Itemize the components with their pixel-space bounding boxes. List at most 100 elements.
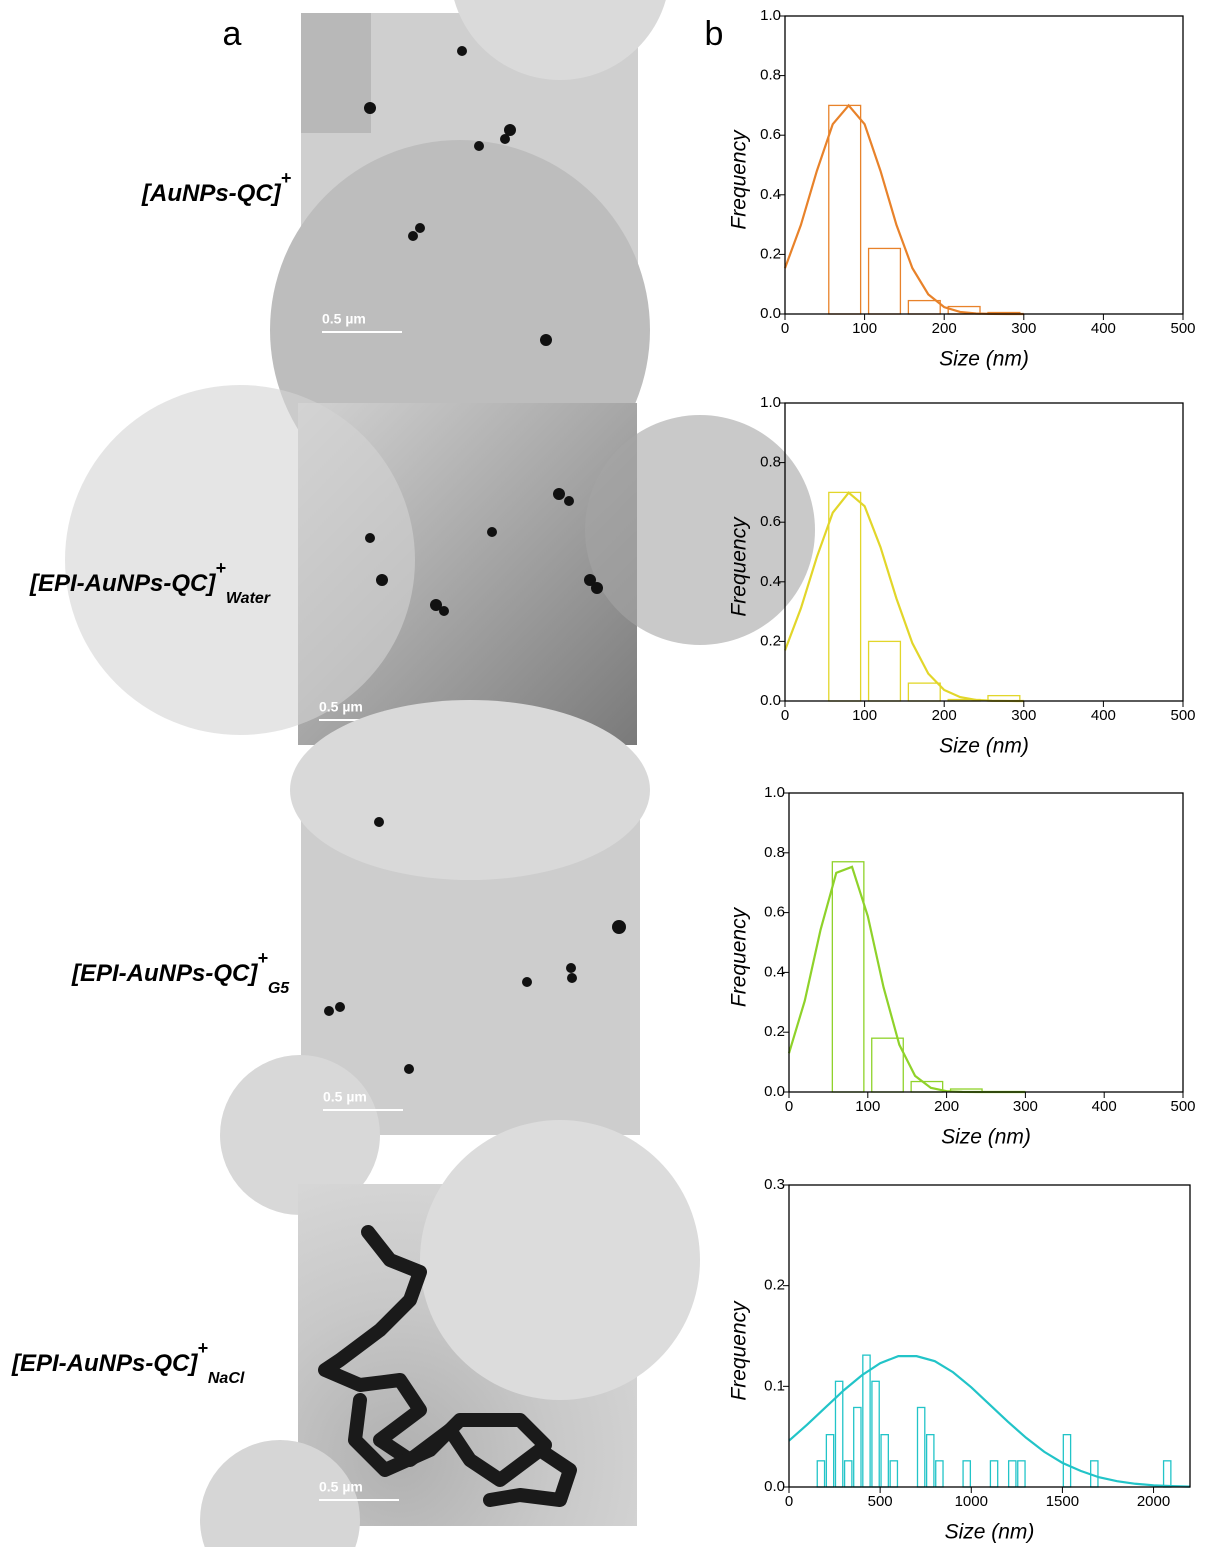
y-axis-title: Frequency — [728, 906, 751, 1007]
y-tick-label: 0.3 — [764, 1176, 785, 1193]
tem-image: 0.5 µm — [200, 1120, 700, 1547]
y-tick-label: 0.0 — [760, 692, 781, 709]
y-axis-title: Frequency — [728, 1300, 751, 1401]
y-tick-label: 0.2 — [764, 1277, 785, 1294]
y-tick-label: 1.0 — [760, 394, 781, 411]
x-tick-label: 2000 — [1137, 1493, 1170, 1510]
label: [EPI-AuNPs-QC] — [71, 960, 258, 987]
histogram-chart: 0 500 1000 1500 2000 0.0 0.1 0.2 0.3 Size (nm) Fre… — [728, 1176, 1191, 1544]
label: [EPI-AuNPs-QC] — [29, 570, 216, 597]
bar — [828, 104, 862, 315]
y-tick-label: 0.8 — [760, 67, 781, 84]
x-tick-label: 200 — [932, 707, 957, 724]
bar — [935, 1460, 944, 1488]
bar — [1007, 1460, 1017, 1488]
scale-bar: 0.5 µm — [323, 1089, 367, 1105]
y-tick-label: 0.0 — [760, 305, 781, 322]
x-tick-label: 300 — [1011, 707, 1036, 724]
x-tick-label: 300 — [1011, 320, 1036, 337]
plot-frame — [788, 792, 1184, 1093]
x-tick-label: 200 — [934, 1098, 959, 1115]
bar — [843, 1460, 853, 1488]
bar — [1162, 1460, 1172, 1488]
panel-label: b — [705, 15, 724, 53]
bar — [907, 682, 941, 702]
x-tick-label: 0 — [781, 707, 789, 724]
y-tick-label: 0.6 — [764, 904, 785, 921]
y-tick-label: 0.4 — [760, 573, 781, 590]
fit-curve — [783, 103, 1024, 316]
plot-frame — [788, 1184, 1191, 1488]
bar — [989, 1460, 999, 1488]
x-tick-label: 400 — [1091, 707, 1116, 724]
x-tick-label: 300 — [1013, 1098, 1038, 1115]
row-label: [EPI-AuNPs-QC]+Water — [29, 558, 271, 607]
bar — [1017, 1460, 1026, 1488]
y-tick-label: 0.0 — [764, 1083, 785, 1100]
y-tick-label: 1.0 — [764, 784, 785, 801]
bar — [867, 640, 902, 702]
x-tick-label: 500 — [1170, 320, 1195, 337]
superscript: + — [257, 948, 268, 968]
subscript: G5 — [268, 980, 290, 997]
bar — [828, 491, 862, 702]
y-tick-label: 0.8 — [760, 454, 781, 471]
panel-label: a — [223, 15, 242, 53]
bar — [853, 1406, 862, 1488]
x-tick-label: 400 — [1092, 1098, 1117, 1115]
bar — [880, 1434, 889, 1488]
bar — [916, 1406, 926, 1488]
bar — [889, 1460, 899, 1488]
bar — [1062, 1434, 1072, 1488]
bar — [831, 861, 865, 1093]
y-tick-label: 0.8 — [764, 844, 785, 861]
plot-frame — [784, 402, 1184, 702]
y-tick-label: 0.4 — [764, 963, 785, 980]
bar — [907, 299, 941, 315]
superscript: + — [281, 168, 292, 188]
x-tick-label: 0 — [785, 1493, 793, 1510]
x-tick-label: 500 — [1170, 707, 1195, 724]
y-tick-label: 0.6 — [760, 126, 781, 143]
y-tick-label: 0.4 — [760, 186, 781, 203]
fit-curve — [783, 491, 1024, 703]
subscript: NaCl — [208, 1370, 245, 1387]
x-tick-label: 200 — [932, 320, 957, 337]
row-label: [EPI-AuNPs-QC]+NaCl — [11, 1338, 245, 1387]
y-tick-label: 0.0 — [764, 1478, 785, 1495]
tem-image: 0.5 µm — [220, 700, 650, 1215]
y-axis-title: Frequency — [728, 129, 751, 230]
row-label: [AuNPs-QC]+ — [141, 168, 292, 208]
y-tick-label: 0.6 — [760, 513, 781, 530]
x-tick-label: 100 — [852, 707, 877, 724]
x-tick-label: 500 — [868, 1493, 893, 1510]
y-tick-label: 0.1 — [764, 1377, 785, 1394]
bar — [867, 247, 902, 315]
tem-image: 0.5 µm — [65, 385, 815, 745]
fit-curve — [787, 865, 1026, 1094]
bar — [962, 1460, 972, 1488]
x-tick-label: 1500 — [1046, 1493, 1079, 1510]
x-axis-title: Size (nm) — [939, 735, 1029, 758]
x-tick-label: 0 — [781, 320, 789, 337]
scale-bar: 0.5 µm — [319, 1479, 363, 1495]
superscript: + — [197, 1338, 208, 1358]
y-tick-label: 0.2 — [764, 1023, 785, 1040]
x-axis-title: Size (nm) — [945, 1521, 1035, 1544]
bar — [871, 1380, 880, 1488]
bar — [871, 1037, 904, 1093]
y-tick-label: 1.0 — [760, 7, 781, 24]
bar — [925, 1434, 935, 1488]
row-label: [EPI-AuNPs-QC]+G5 — [71, 948, 290, 997]
x-axis-title: Size (nm) — [941, 1126, 1031, 1149]
fit-curve — [788, 1355, 1191, 1488]
x-tick-label: 500 — [1170, 1098, 1195, 1115]
scale-bar: 0.5 µm — [319, 699, 363, 715]
label: [EPI-AuNPs-QC] — [11, 1350, 198, 1377]
scale-bar: 0.5 µm — [322, 311, 366, 327]
y-tick-label: 0.2 — [760, 632, 781, 649]
histogram-chart: 0 100 200 300 400 500 0.0 0.2 0.4 0.6 0.8 1.0 Size (… — [728, 7, 1196, 371]
bar — [816, 1460, 826, 1488]
x-axis-title: Size (nm) — [939, 348, 1029, 371]
